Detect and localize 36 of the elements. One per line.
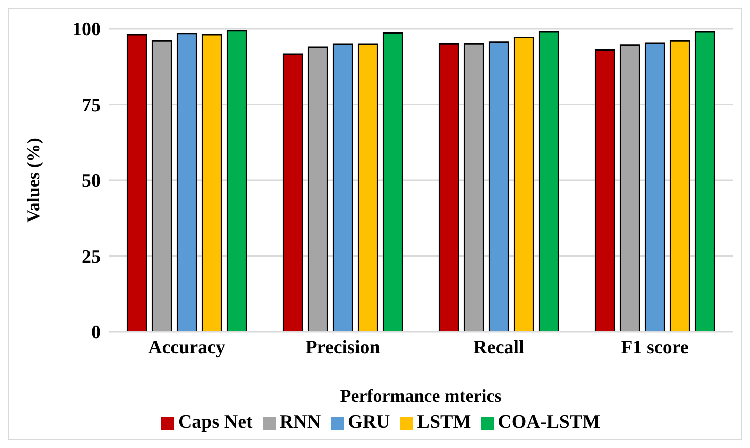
bar bbox=[594, 49, 616, 332]
legend-label: GRU bbox=[348, 412, 390, 433]
bar bbox=[694, 31, 716, 332]
bar bbox=[226, 30, 248, 332]
bar bbox=[670, 40, 690, 332]
bar bbox=[282, 54, 304, 332]
legend-label: LSTM bbox=[417, 412, 472, 433]
bar bbox=[176, 33, 198, 332]
x-tick-label: Accuracy bbox=[148, 337, 226, 358]
legend-label: COA-LSTM bbox=[498, 412, 601, 433]
legend-label: Caps Net bbox=[178, 412, 253, 433]
y-tick-label: 50 bbox=[82, 171, 101, 192]
y-tick-label: 0 bbox=[92, 322, 101, 344]
bar bbox=[358, 44, 378, 332]
x-tick-label: F1 score bbox=[621, 337, 689, 358]
bar bbox=[202, 34, 222, 332]
y-tick-label: 25 bbox=[82, 246, 101, 268]
bar bbox=[126, 34, 148, 332]
y-tick-label: 75 bbox=[82, 95, 101, 116]
bar bbox=[438, 43, 460, 332]
y-tick-label: 100 bbox=[72, 20, 101, 41]
bar bbox=[538, 31, 560, 332]
x-tick-label: Precision bbox=[306, 337, 381, 358]
x-tick-label: Recall bbox=[474, 337, 524, 358]
legend-label: RNN bbox=[280, 412, 322, 433]
bar bbox=[382, 32, 404, 332]
bar bbox=[620, 44, 640, 332]
bar bbox=[464, 43, 484, 332]
bar bbox=[332, 44, 354, 332]
bar bbox=[152, 40, 172, 332]
bar bbox=[514, 37, 534, 332]
bar bbox=[308, 46, 328, 332]
bar bbox=[644, 42, 666, 332]
x-axis-title: Performance mterics bbox=[340, 386, 502, 406]
bar bbox=[488, 42, 510, 332]
y-axis-title: Values (%) bbox=[23, 138, 44, 223]
